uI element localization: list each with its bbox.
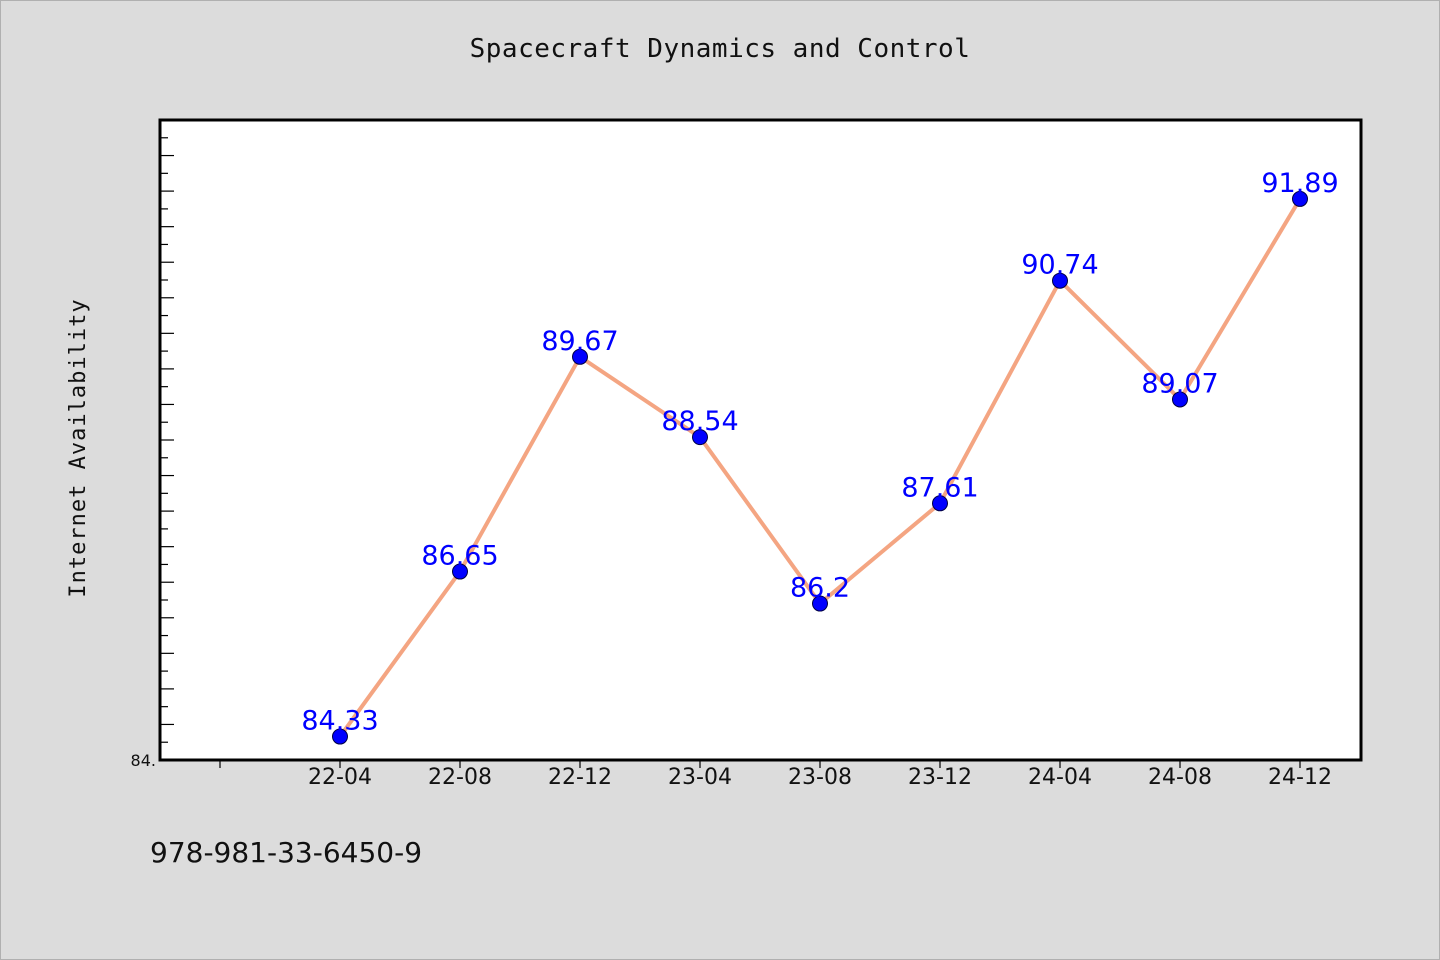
data-label: 88.54: [661, 406, 738, 437]
data-point: [812, 595, 828, 612]
data-point: [332, 728, 348, 745]
data-label-layer: 84.33 86.65 89.67 88.54 86.2 87.61 90.74 89.07 9…: [301, 168, 1338, 737]
data-label: 86.65: [421, 541, 498, 572]
data-point: [452, 563, 468, 580]
x-axis-ticks: 22-04 22-08 22-12 23-04 23-08 23-12 24-04 24-08…: [219, 760, 1332, 790]
data-point: [1172, 391, 1188, 408]
data-label: 91.89: [1261, 168, 1338, 199]
x-tick-label: 24-08: [1148, 765, 1212, 790]
x-tick-label: 24-04: [1028, 765, 1092, 790]
y-axis-ticks: [160, 137, 174, 743]
series-layer: [332, 190, 1308, 745]
data-label: 86.2: [790, 573, 850, 604]
x-tick-label: 22-08: [428, 765, 492, 790]
data-point: [1292, 190, 1308, 207]
plot-area: [158, 118, 1363, 762]
x-tick-label: 23-04: [668, 765, 732, 790]
x-tick-label: 24-12: [1268, 765, 1332, 790]
data-label: 84.33: [301, 706, 378, 737]
y-axis-label: Internet Availability: [66, 298, 91, 597]
data-point: [692, 429, 708, 446]
data-label: 90.74: [1021, 250, 1098, 281]
x-tick-label: 22-04: [308, 765, 372, 790]
data-label: 89.07: [1141, 368, 1218, 399]
data-point: [1052, 272, 1068, 289]
data-point: [572, 348, 588, 365]
chart-title: Spacecraft Dynamics and Control: [469, 34, 971, 64]
x-tick-label: 23-08: [788, 765, 852, 790]
x-tick-label: 22-12: [548, 765, 612, 790]
x-tick-label: 23-12: [908, 765, 972, 790]
data-label: 87.61: [901, 472, 978, 503]
footer-code: 978-981-33-6450-9: [150, 836, 423, 869]
data-label: 89.67: [541, 326, 618, 357]
data-point: [932, 495, 948, 512]
y-tick-label: 84.: [131, 751, 156, 770]
